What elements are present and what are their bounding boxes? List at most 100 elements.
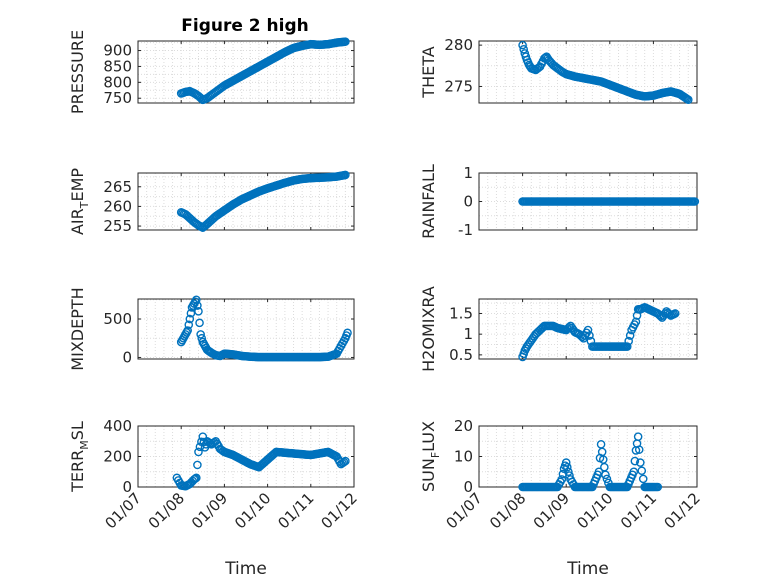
axes-frame bbox=[137, 40, 355, 104]
data-point bbox=[183, 326, 192, 335]
subplot-rainfall: -1 0 1 RAINFALL bbox=[419, 164, 700, 239]
data-point bbox=[341, 37, 350, 46]
data-point-interp bbox=[625, 331, 635, 340]
axes-frame bbox=[478, 40, 698, 104]
data-point bbox=[341, 456, 350, 466]
x-tick-label: 01/09 bbox=[530, 489, 573, 532]
data-point-interp bbox=[602, 474, 612, 484]
data-point-interp bbox=[638, 474, 648, 484]
subplot-terrmsl: 01/07 01/08 01/09 01/10 01/11 01/120200400TER… bbox=[68, 417, 361, 579]
x-tick-label: 01/12 bbox=[318, 489, 361, 532]
data-point bbox=[670, 309, 680, 318]
data-point bbox=[192, 473, 201, 483]
subplot-theta: 275 280 THETA bbox=[419, 36, 698, 104]
data-point-interp bbox=[197, 333, 207, 343]
x-tick-label: 01/08 bbox=[145, 489, 188, 532]
data-point bbox=[564, 467, 573, 477]
x-axis-label: Time bbox=[224, 559, 267, 579]
data-point bbox=[583, 325, 593, 335]
y-tick-label: 200 bbox=[103, 448, 132, 466]
data-point bbox=[653, 482, 663, 492]
data-point-interp bbox=[600, 462, 609, 472]
x-tick-label: 01/11 bbox=[274, 489, 317, 532]
y-tick-label: 265 bbox=[103, 178, 132, 196]
y-tick-label: 1.5 bbox=[449, 304, 473, 322]
figure-title: Figure 2 high bbox=[181, 16, 309, 36]
data-point-interp bbox=[624, 336, 633, 346]
data-point bbox=[633, 432, 643, 441]
y-tick-label: 10 bbox=[454, 448, 473, 466]
y-tick-label: 0 bbox=[463, 193, 473, 211]
y-tick-label: 500 bbox=[103, 310, 132, 328]
axes-frame bbox=[478, 298, 698, 360]
data-point-interp bbox=[339, 457, 349, 467]
y-tick-label: 800 bbox=[103, 73, 132, 91]
data-point bbox=[343, 328, 352, 338]
axes-frame bbox=[137, 172, 355, 231]
y-tick-label: 0.5 bbox=[449, 346, 473, 364]
subplot-sunflux: 01/07 01/08 01/09 01/10 01/11 01/1201020SUNFL… bbox=[419, 417, 704, 579]
y-tick-label: 0 bbox=[122, 478, 132, 496]
y-axis-label: SUNFLUX bbox=[419, 421, 442, 492]
y-tick-label: 0 bbox=[122, 348, 132, 366]
data-point-interp bbox=[562, 462, 572, 472]
y-tick-label: 1 bbox=[463, 325, 473, 343]
data-point bbox=[557, 475, 567, 484]
y-axis-label: H2OMIXRA bbox=[419, 286, 438, 372]
data-point bbox=[683, 95, 693, 104]
data-point bbox=[622, 342, 632, 351]
data-point-interp bbox=[193, 460, 202, 470]
data-point bbox=[631, 317, 641, 327]
x-tick-label: 01/10 bbox=[231, 489, 274, 532]
data-point bbox=[636, 458, 645, 467]
data-point-interp bbox=[630, 456, 640, 466]
x-tick-label: 01/12 bbox=[661, 489, 704, 532]
y-tick-label: -1 bbox=[458, 221, 473, 239]
data-point-interp bbox=[195, 318, 204, 328]
data-point bbox=[196, 330, 205, 339]
axes-frame bbox=[137, 298, 355, 360]
data-point bbox=[561, 458, 571, 467]
data-point bbox=[341, 170, 350, 180]
x-tick-label: 01/11 bbox=[617, 489, 660, 532]
data-point-interp bbox=[186, 308, 196, 318]
x-tick-label: 01/10 bbox=[573, 489, 616, 532]
data-point bbox=[629, 467, 639, 477]
data-point bbox=[192, 295, 201, 305]
y-axis-label: MIXDEPTH bbox=[68, 287, 87, 370]
y-tick-label: 280 bbox=[444, 36, 473, 54]
y-axis-label: PRESSURE bbox=[68, 30, 87, 114]
x-tick-label: 01/08 bbox=[486, 489, 529, 532]
data-point-interp bbox=[199, 437, 209, 447]
y-tick-label: 900 bbox=[103, 42, 132, 60]
y-tick-label: 20 bbox=[454, 417, 473, 435]
y-tick-label: 850 bbox=[103, 57, 132, 75]
data-point bbox=[518, 40, 527, 50]
y-tick-label: 400 bbox=[103, 417, 132, 435]
data-point bbox=[690, 197, 700, 206]
data-point-interp bbox=[519, 44, 528, 54]
subplot-h2omixra: 0.5 1 1.5 H2OMIXRA bbox=[419, 286, 698, 372]
y-tick-label: 275 bbox=[444, 77, 473, 95]
x-axis-label: Time bbox=[566, 559, 609, 579]
data-point-interp bbox=[184, 320, 194, 330]
y-axis-label: TERRMSL bbox=[68, 421, 91, 493]
y-axis-label: RAINFALL bbox=[419, 164, 438, 239]
y-axis-label: THETA bbox=[419, 46, 438, 98]
data-point bbox=[185, 314, 195, 324]
y-tick-label: 260 bbox=[103, 197, 132, 215]
data-point-interp bbox=[637, 466, 647, 476]
data-point bbox=[198, 432, 208, 441]
data-point-interp bbox=[585, 331, 594, 340]
subplot-mixdepth: 0 500 MIXDEPTH bbox=[68, 287, 355, 371]
y-tick-label: 255 bbox=[103, 217, 132, 235]
y-tick-label: 750 bbox=[103, 89, 132, 107]
data-point bbox=[194, 447, 203, 457]
data-point bbox=[194, 307, 203, 316]
x-tick-label: 01/09 bbox=[188, 489, 231, 532]
y-tick-label: 0 bbox=[463, 478, 473, 496]
y-tick-label: 1 bbox=[463, 164, 473, 182]
